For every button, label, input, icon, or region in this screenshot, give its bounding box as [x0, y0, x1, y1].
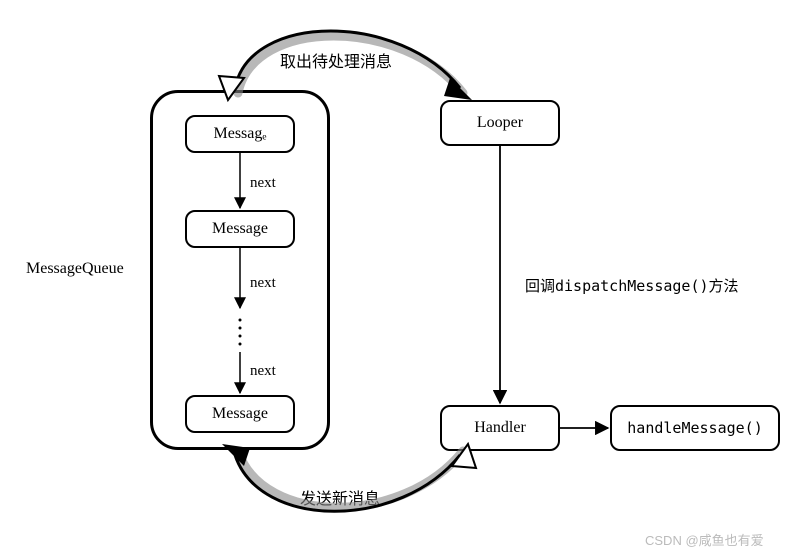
message-node-1-label: Messagₑ	[214, 125, 267, 143]
message-queue-label: MessageQueue	[26, 260, 124, 278]
next-label-3: next	[250, 363, 276, 380]
next-label-1: next	[250, 175, 276, 192]
message-node-3: Message	[185, 395, 295, 433]
bottom-curve-label: 发送新消息	[300, 485, 380, 509]
next-label-2: next	[250, 275, 276, 292]
handle-message-label: handleMessage()	[627, 419, 762, 437]
looper-node: Looper	[440, 100, 560, 146]
dispatch-label: 回调dispatchMessage()方法	[525, 275, 739, 296]
handler-node: Handler	[440, 405, 560, 451]
message-node-3-label: Message	[212, 405, 268, 423]
message-node-1: Messagₑ	[185, 115, 295, 153]
looper-label: Looper	[477, 114, 523, 132]
message-node-2: Message	[185, 210, 295, 248]
message-node-2-label: Message	[212, 220, 268, 238]
handle-message-node: handleMessage()	[610, 405, 780, 451]
handler-label: Handler	[474, 419, 526, 437]
top-curve-label: 取出待处理消息	[280, 48, 392, 72]
watermark-text: CSDN @咸鱼也有爱	[645, 530, 764, 549]
